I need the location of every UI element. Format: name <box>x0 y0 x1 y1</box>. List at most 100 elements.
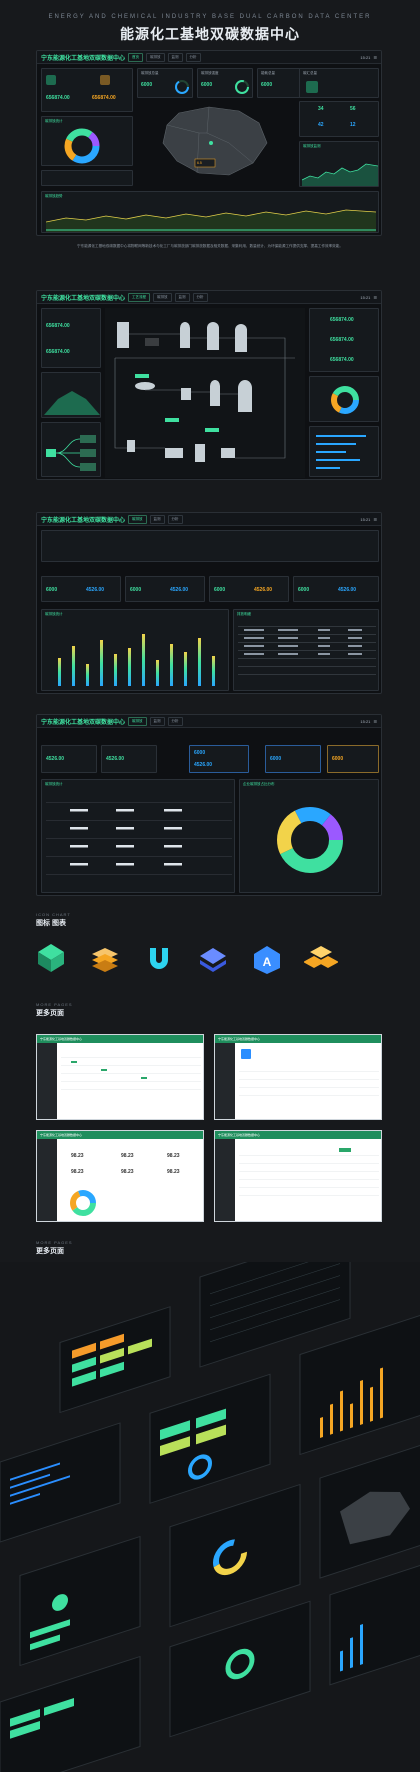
d3-kpi-4: 6000 4526.00 <box>293 576 379 602</box>
kpi-1-value: 6000 <box>141 82 153 88</box>
perspective-collage <box>0 1262 420 1772</box>
menu-3-icon[interactable]: ☰ <box>373 516 377 522</box>
kpi-card-1: 碳排放总量 6000 <box>137 68 193 98</box>
thumb-2-sidebar <box>215 1043 235 1119</box>
d2-bar-1 <box>316 435 366 437</box>
thumb-2-title: 宁东能源化工基地双碳数据中心 <box>218 1037 261 1041</box>
d3-table <box>238 626 376 675</box>
hero-chinese-title: 能源化工基地双碳数据中心 <box>120 26 300 42</box>
factory-icon <box>46 75 56 85</box>
trend-line-chart <box>46 209 376 232</box>
pie-card-title: 碳排放统计 <box>45 119 63 123</box>
d4-v1: 4526.00 <box>46 756 65 762</box>
tab-d4-3[interactable]: 分析 <box>167 716 183 726</box>
kpi-2-ring <box>235 80 249 94</box>
tab-3[interactable]: 监测 <box>167 52 183 62</box>
kpi-3-label: 能耗总量 <box>261 71 275 75</box>
icon-section-en: ICON CHART <box>36 912 71 917</box>
thumb-4-title: 宁东能源化工基地双碳数据中心 <box>218 1133 261 1137</box>
side-b: 56 <box>350 106 356 112</box>
d4-table-card: 碳排放统计 <box>41 779 235 893</box>
d3-k1: 6000 <box>46 587 58 593</box>
d2-bar-2 <box>316 443 356 445</box>
tab-2[interactable]: 碳排放 <box>146 52 165 62</box>
tab-4[interactable]: 分析 <box>185 52 201 62</box>
thumb-3-stat-5: 98.23 <box>121 1169 134 1175</box>
dashboard-header: 宁东能源化工基地双碳数据中心 首页 碳排放 监测 分析 15:21 ☰ <box>37 51 381 64</box>
right-card-1-label: 碳汇总量 <box>303 71 317 75</box>
d4-v3: 4526.00 <box>194 762 213 768</box>
d4-kpi-3: 6000 4526.00 <box>189 745 249 773</box>
dashboard-2-title: 宁东能源化工基地双碳数据中心 <box>41 295 126 302</box>
d4-table-title: 碳排放统计 <box>45 782 63 786</box>
clock-3: 15:21 <box>360 516 371 522</box>
thumb-2-table <box>239 1071 379 1096</box>
thumb-3-sidebar <box>37 1139 57 1221</box>
tab-d4-1[interactable]: 碳排放 <box>128 716 147 726</box>
blocks-icon-orange <box>304 946 338 968</box>
more-section-en: MORE PAGES <box>36 1002 73 1007</box>
d4-donut-chart <box>277 807 343 873</box>
thumb-3-stat-3: 98.23 <box>167 1153 180 1159</box>
stack-icon-orange <box>92 948 118 972</box>
d3-v3: 4526.00 <box>254 587 273 593</box>
d3-k2: 6000 <box>130 587 142 593</box>
tab-d3-1[interactable]: 碳排放 <box>128 514 147 524</box>
d2-bar-3 <box>316 451 346 453</box>
tab-d2-2[interactable]: 碳排放 <box>153 292 172 302</box>
tab-d4-2[interactable]: 监测 <box>149 716 165 726</box>
d2-wave-card <box>41 372 101 418</box>
a-letter-icon-blue: A <box>254 946 280 974</box>
thumb-1-bar: 宁东能源化工基地双碳数据中心 <box>37 1035 203 1043</box>
metric-card-left: 656874.00 656874.00 <box>41 68 133 112</box>
dashboard-4-title: 宁东能源化工基地双碳数据中心 <box>41 719 126 726</box>
region-map <box>162 106 268 176</box>
d4-kpi-5: 6000 <box>327 745 379 773</box>
d4-k2: 6000 <box>270 756 282 762</box>
thumb-page-4[interactable]: 宁东能源化工基地双碳数据中心 <box>214 1130 382 1222</box>
d3-chart-title: 碳排放统计 <box>45 612 63 616</box>
d2-flow-card <box>41 422 101 477</box>
tab-d3-2[interactable]: 监测 <box>149 514 165 524</box>
clock-2: 15:21 <box>360 294 371 300</box>
d4-pie-title: 企业碳排放占比分布 <box>243 782 275 786</box>
thumb-page-3[interactable]: 宁东能源化工基地双碳数据中心 98.23 98.23 98.23 98.23 9… <box>36 1130 204 1222</box>
more-section-2-en: MORE PAGES <box>36 1240 73 1245</box>
thumb-3-donut <box>70 1190 96 1216</box>
d3-k3: 6000 <box>214 587 226 593</box>
tab-overview[interactable]: 首页 <box>128 52 144 62</box>
tab-d3-3[interactable]: 分析 <box>167 514 183 524</box>
menu-icon[interactable]: ☰ <box>373 54 377 60</box>
side-a: 34 <box>318 106 324 112</box>
d2-flow-chart <box>46 435 96 471</box>
donut-chart <box>64 128 100 164</box>
area-chart <box>302 163 378 186</box>
tab-d2-3[interactable]: 监测 <box>174 292 190 302</box>
magnet-icon-cyan <box>150 948 168 969</box>
thumb-3-title: 宁东能源化工基地双碳数据中心 <box>40 1133 83 1137</box>
thumb-3-stat-2: 98.23 <box>121 1153 134 1159</box>
layers-icon-blue <box>200 948 226 972</box>
d2-bars-card <box>309 426 379 477</box>
d3-bar-chart <box>58 634 215 686</box>
d2-val3: 656874.00 <box>330 317 354 323</box>
d2-val4: 656874.00 <box>330 337 354 343</box>
tab-d2-4[interactable]: 分析 <box>192 292 208 302</box>
menu-4-icon[interactable]: ☰ <box>373 718 377 724</box>
dashboard-enterprise: 宁东能源化工基地双碳数据中心 碳排放 监测 分析 15:21 ☰ 4526.00 … <box>36 714 382 896</box>
dashboard-3-header: 宁东能源化工基地双碳数据中心 碳排放 监测 分析 15:21 ☰ <box>37 513 381 526</box>
dashboard-overview: 宁东能源化工基地双碳数据中心 首页 碳排放 监测 分析 15:21 ☰ 65687… <box>36 50 382 236</box>
d3-bar-chart-card: 碳排放统计 <box>41 609 229 691</box>
left-value-2: 656874.00 <box>92 95 116 101</box>
dashboard-3-title: 宁东能源化工基地双碳数据中心 <box>41 517 126 524</box>
d2-val2: 656874.00 <box>46 349 70 355</box>
kpi-1-ring <box>175 80 189 94</box>
d4-table <box>46 802 232 875</box>
thumb-page-2[interactable]: 宁东能源化工基地双碳数据中心 <box>214 1034 382 1120</box>
thumb-3-stat-6: 98.23 <box>167 1169 180 1175</box>
trend-title: 碳排放趋势 <box>45 194 63 198</box>
thumb-page-1[interactable]: 宁东能源化工基地双碳数据中心 <box>36 1034 204 1120</box>
menu-2-icon[interactable]: ☰ <box>373 294 377 300</box>
tab-d2-1[interactable]: 工艺流程 <box>128 292 151 302</box>
